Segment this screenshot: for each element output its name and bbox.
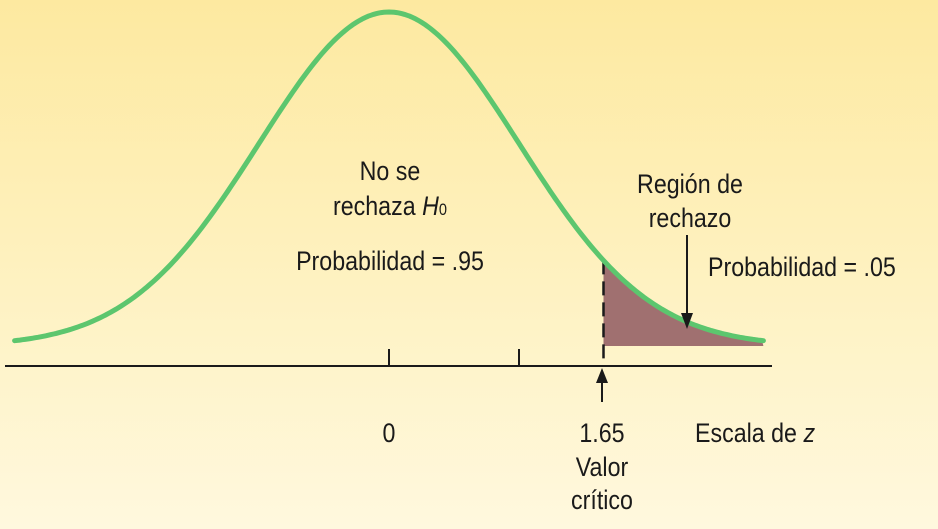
h-zero-subscript: 0 [438,200,447,219]
critical-value-label-line1: Valor [575,452,629,482]
accept-label-line2: rechaza H0 [313,190,468,226]
rejection-arrow-head [681,313,693,329]
critical-value-label-line2: crítico [571,485,633,515]
z-scale-prefix: Escala de [695,418,797,448]
tick-label-critical: 1.65 [579,418,625,448]
tick-label-zero: 0 [382,418,396,448]
rejection-label-line2: rechazo [648,203,732,233]
accept-probability-label: Probabilidad = .95 [296,246,484,276]
h-zero-symbol: H [422,191,439,221]
rejection-probability-label: Probabilidad = .05 [708,252,896,282]
accept-label-rechaza: rechaza [332,191,416,221]
rejection-label-line1: Región de [637,169,743,199]
z-scale-label: Escala de z [695,417,815,449]
normal-curve [12,9,766,344]
rejection-region-fill [603,260,764,346]
z-variable: z [803,418,816,448]
critical-arrow-head [596,368,608,383]
accept-label-line1: No se [359,156,421,186]
